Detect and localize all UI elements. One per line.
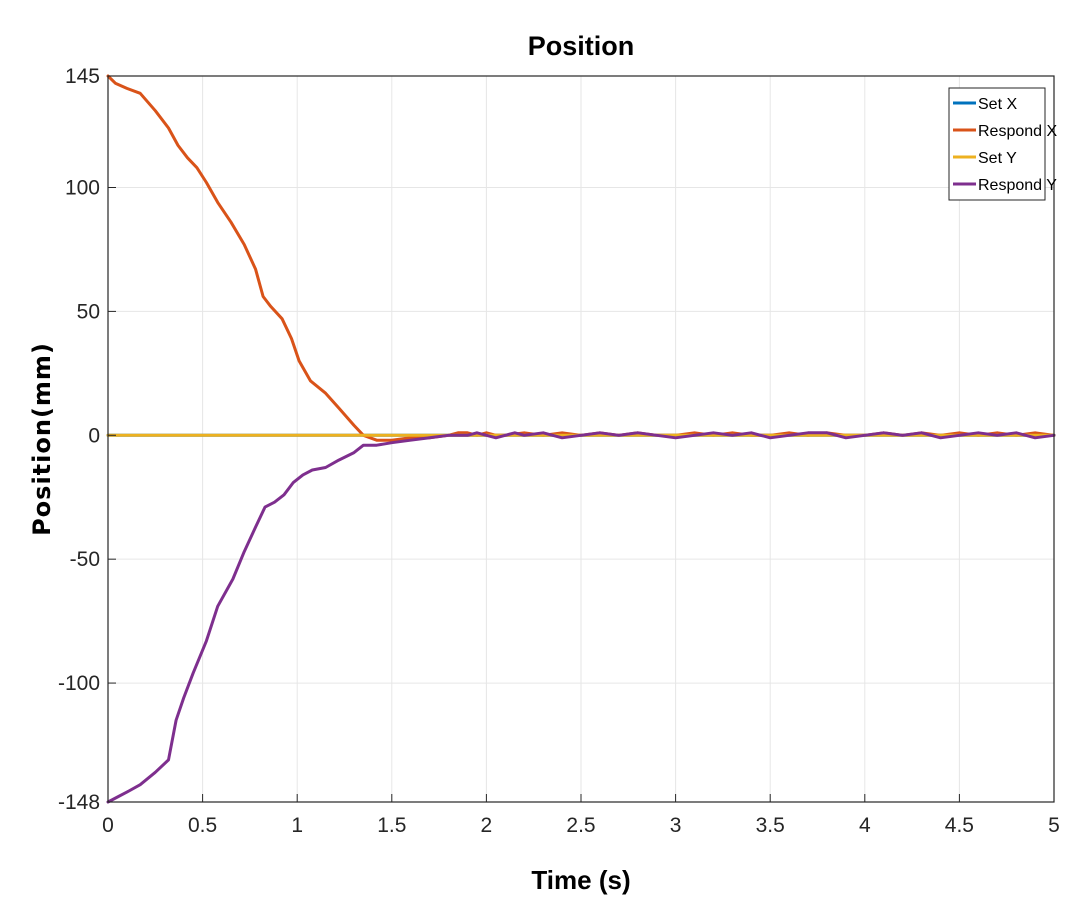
x-tick-label-1: 1 (291, 814, 303, 837)
legend-label-set-y: Set Y (978, 150, 1017, 167)
legend-box (948, 87, 1046, 201)
x-tick-label-2: 2 (481, 814, 493, 837)
axis-ticks: 0 0.5 1 1.5 2 2.5 3 3.5 4 4.5 5 145 100 50 0 -50 -100 -14… (58, 65, 1060, 837)
x-tick-label-4-5: 4.5 (945, 814, 974, 837)
x-tick-label-3: 3 (670, 814, 682, 837)
y-tick-label-50: 50 (77, 300, 100, 323)
y-tick-label-100: 100 (65, 177, 100, 200)
y-tick-label-100: -100 (58, 672, 100, 695)
y-tick-label-50: -50 (70, 548, 100, 571)
x-tick-label-5: 5 (1048, 814, 1060, 837)
y-axis-label: Position(mm) (28, 342, 56, 536)
grid-lines (107, 75, 1055, 803)
series-line-respond-y (106, 431, 1056, 804)
series-lines (106, 74, 1056, 804)
x-tick-label-2-5: 2.5 (566, 814, 595, 837)
legend: Set X Respond X Set Y Respond Y (948, 87, 1057, 201)
legend-label-respond-x: Respond X (978, 123, 1057, 140)
y-tick-label-145: 145 (65, 65, 100, 88)
x-tick-label-0: 0 (102, 814, 114, 837)
x-tick-label-1-5: 1.5 (377, 814, 406, 837)
x-tick-label-0-5: 0.5 (188, 814, 217, 837)
legend-label-set-x: Set X (978, 96, 1017, 113)
x-tick-label-4: 4 (859, 814, 871, 837)
x-tick-label-3-5: 3.5 (756, 814, 785, 837)
y-tick-label-0: 0 (88, 424, 100, 447)
y-tick-label-148: -148 (58, 791, 100, 814)
chart-title: Position (528, 31, 635, 61)
x-axis-label: Time (s) (531, 865, 630, 895)
legend-label-respond-y: Respond Y (978, 177, 1057, 194)
